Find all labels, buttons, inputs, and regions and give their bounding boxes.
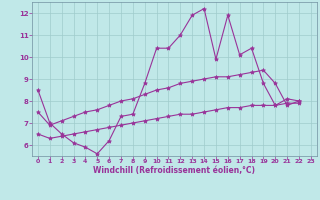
X-axis label: Windchill (Refroidissement éolien,°C): Windchill (Refroidissement éolien,°C) [93, 166, 255, 175]
